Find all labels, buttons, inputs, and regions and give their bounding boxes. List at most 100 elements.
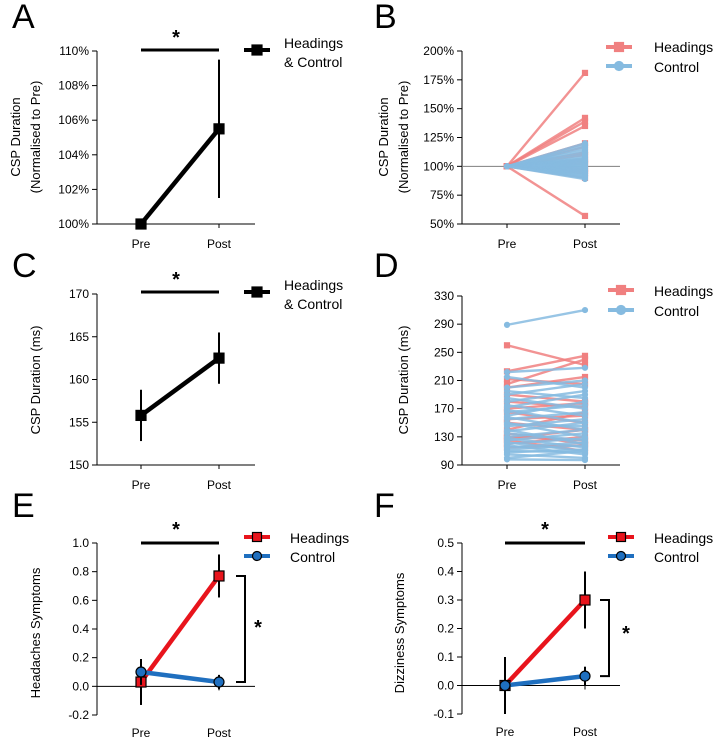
y-tick-label: 0.1 [437,650,454,664]
legend-label: Headings [290,530,349,546]
y-tick-label: 170 [69,287,89,301]
panel-letter: C [12,247,37,285]
legend-marker [251,44,263,56]
y-tick-label: 165 [69,330,89,344]
legend-label: Headings [654,530,713,546]
data-point [213,352,225,364]
series-headings-control [135,59,225,230]
individual-line [506,449,586,460]
series-control [503,306,589,464]
series-control [135,659,225,690]
significance-star: * [172,27,180,49]
data-point [213,123,225,135]
x-tick-label: Post [207,478,232,492]
legend: Headings Control [608,283,713,319]
legend-marker [615,304,627,316]
individual-line [506,165,586,217]
y-tick-label: 106% [58,113,89,127]
legend-label: & Control [284,54,342,70]
y-tick-label: 75% [430,188,454,202]
significance-bracket [600,599,610,678]
series-headings-control [135,332,225,442]
significance-star: * [541,519,549,541]
y-tick-label: 0.5 [437,536,454,550]
individual-line [506,418,586,428]
individual-line [506,448,586,454]
individual-line [506,410,586,421]
data-point-post [581,419,589,426]
x-tick-label: Post [207,237,232,251]
legend-marker [615,284,627,296]
y-tick-label: 290 [434,317,454,331]
legend-marker [251,286,263,298]
y-tick-label: 150% [423,102,454,116]
data-point [213,570,225,582]
data-point-pre [503,373,511,381]
y-tick-label: 102% [58,182,89,196]
individual-line [506,437,586,446]
panel-d: D 90 130 170 210 250 290 330 Pre Post CSP Duration… [374,247,713,492]
significance-star: * [172,519,180,541]
significance-star: * [622,623,630,645]
legend-marker [615,550,627,562]
y-tick-label: 0.4 [437,565,454,579]
y-tick-label: 160 [69,373,89,387]
legend-marker [251,531,263,543]
data-point-post [581,175,589,183]
y-tick-label: 150 [69,458,89,472]
x-tick-label: Post [573,237,598,251]
legend-marker [615,531,627,543]
panel-letter: E [12,487,35,525]
data-point [213,676,225,688]
individual-line [506,308,586,327]
significance: * [141,269,219,294]
data-point-post [581,430,589,437]
y-tick-label: 200% [423,44,454,58]
individual-line [506,382,586,396]
y-axis-label: CSP Duration (ms) [396,326,411,435]
data-point-post [581,391,589,398]
y-tick-label: 170 [434,402,454,416]
data-point-post [581,69,589,77]
y-tick-label: 250 [434,345,454,359]
mean-line [504,673,586,688]
significance-star: * [172,269,180,291]
individual-line [506,400,586,417]
mean-line [139,574,221,684]
data-point-pre [503,163,511,170]
data-point-post [581,306,589,314]
significance-bracket [236,574,246,684]
mean-line [139,127,221,226]
x-tick-label: Pre [496,725,515,739]
individual-line [506,366,586,374]
data-point [135,409,147,422]
y-tick-label: 0.8 [72,565,89,579]
panel-letter: A [12,0,35,36]
legend-marker [251,550,263,562]
individual-line [506,72,586,168]
x-tick-label: Post [573,725,598,739]
legend: Headings Control [606,39,713,75]
x-tick-label: Post [207,726,232,740]
y-tick-label: 0.6 [72,593,89,607]
y-tick-label: 130 [434,430,454,444]
individual-line [506,354,586,373]
y-tick-label: 0.0 [437,679,454,693]
y-tick-label: 210 [434,374,454,388]
individual-line [506,444,586,451]
y-tick-label: -0.1 [433,707,454,721]
individual-line [506,124,586,168]
series-headings [503,69,589,220]
x-tick-label: Pre [498,478,517,492]
legend: Headings & Control [244,277,343,312]
individual-line [506,379,586,389]
y-tick-label: 330 [434,289,454,303]
mean-line [140,669,220,685]
data-point [579,594,591,606]
x-tick-label: Pre [132,726,151,740]
y-tick-label: 155 [69,415,89,429]
y-tick-label: 100% [58,217,89,231]
legend-label: Control [654,549,699,565]
data-point [135,218,147,230]
data-point-post [581,380,589,388]
